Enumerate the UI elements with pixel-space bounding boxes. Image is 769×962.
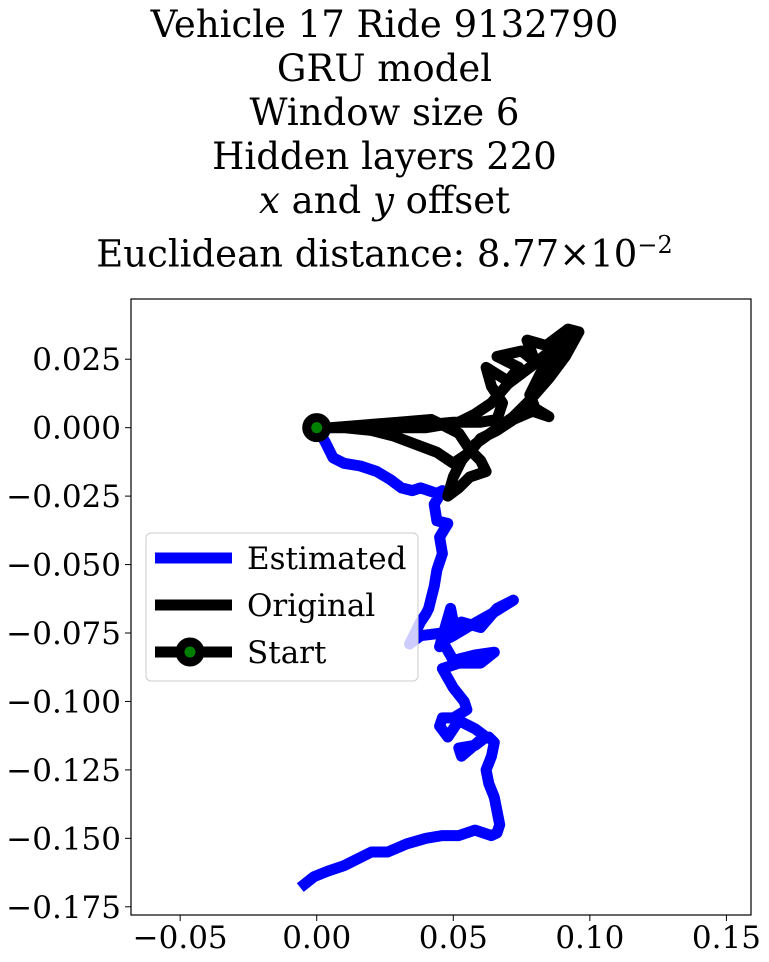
start-marker xyxy=(302,413,332,443)
y-tick-label: −0.125 xyxy=(6,753,121,789)
y-tick-label: −0.050 xyxy=(6,548,121,584)
legend-box xyxy=(145,532,419,682)
legend-estimated-label: Estimated xyxy=(247,541,406,577)
distance-times: × xyxy=(559,232,591,276)
x-tick-label: 0.15 xyxy=(692,920,761,956)
distance-prefix: Euclidean distance: xyxy=(96,232,477,276)
title-line-distance: Euclidean distance: 8.77×10−2 xyxy=(0,224,769,275)
title-word-and: and xyxy=(291,179,362,222)
distance-base: 10 xyxy=(590,232,638,276)
title-line-window-size: Window size 6 xyxy=(249,91,520,134)
legend-original-label: Original xyxy=(247,588,375,624)
title-line-offset: x and y offset xyxy=(0,180,769,222)
title-line-vehicle-ride: Vehicle 17 Ride 9132790 xyxy=(150,3,619,46)
title-word-offset: offset xyxy=(405,179,510,222)
y-axis-ticks: 0.025 0.000 −0.025 −0.050 −0.075 −0.100 −0.125… xyxy=(6,342,131,926)
legend-start-label: Start xyxy=(247,635,327,671)
x-tick-label: 0.10 xyxy=(555,920,624,956)
y-tick-label: −0.150 xyxy=(6,821,121,857)
plot-frame xyxy=(130,298,752,916)
title-line-hidden-layers: Hidden layers 220 xyxy=(212,135,557,178)
series-original-line xyxy=(316,323,585,502)
title-line-model: GRU model xyxy=(276,47,493,90)
y-tick-label: −0.025 xyxy=(6,479,121,515)
y-tick-label: −0.100 xyxy=(6,684,121,720)
distance-mantissa: 8.77 xyxy=(476,232,560,276)
distance-exponent: −2 xyxy=(637,231,673,259)
y-tick-label: 0.025 xyxy=(32,342,121,378)
x-tick-label: −0.05 xyxy=(133,920,228,956)
legend-start-marker xyxy=(175,637,205,667)
y-tick-label: −0.075 xyxy=(6,616,121,652)
x-tick-label: 0.00 xyxy=(282,920,351,956)
title-var-x: x xyxy=(259,179,280,222)
series-layer xyxy=(296,323,585,892)
x-axis-ticks: −0.05 0.00 0.05 0.10 0.15 xyxy=(133,915,761,956)
y-tick-label: 0.000 xyxy=(32,411,121,447)
title-var-y: y xyxy=(372,179,394,222)
figure-title: Vehicle 17 Ride 9132790 GRU model Window… xyxy=(0,3,769,275)
legend: Estimated Original Start xyxy=(145,532,419,682)
series-estimated-line xyxy=(296,424,519,892)
y-tick-label: −0.175 xyxy=(6,890,121,926)
x-tick-label: 0.05 xyxy=(419,920,488,956)
